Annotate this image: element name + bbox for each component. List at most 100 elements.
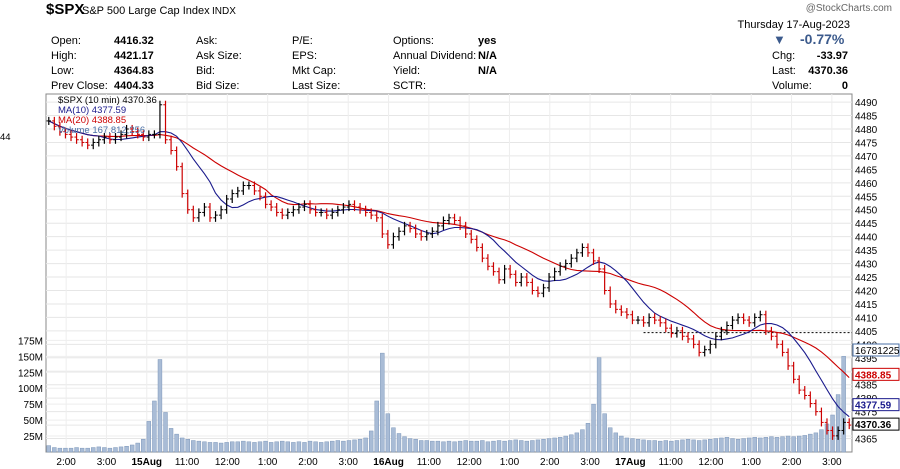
volume-bar: [841, 356, 846, 453]
ask-label: Ask:: [196, 35, 218, 47]
volume-bar: [335, 440, 341, 453]
volume-bar: [163, 412, 168, 453]
volume-bar: [446, 440, 452, 453]
volume-bar: [608, 427, 613, 453]
volume-bar: [430, 440, 435, 453]
x-axis-label: 1:00: [258, 457, 278, 468]
volume-tick-label: 75M: [24, 400, 43, 411]
volume-bar: [174, 433, 179, 453]
price-tick-label: 4465: [855, 165, 878, 176]
volume-bar: [652, 440, 657, 453]
volume-bar: [641, 439, 646, 453]
volume-bar: [341, 440, 346, 453]
volume-tick-label: 100M: [18, 384, 43, 395]
volume-bar: [507, 440, 513, 453]
x-axis-label: 2:00: [56, 457, 76, 468]
price-tick-label: 4445: [855, 219, 878, 230]
volume-bar: [685, 438, 691, 453]
bid-label: Bid:: [196, 65, 215, 77]
change-percent: -0.77%: [800, 31, 845, 47]
volume-bar: [168, 428, 174, 453]
volume-bar: [330, 440, 335, 453]
volume-bar: [580, 429, 585, 453]
volume-tick-label: 150M: [18, 352, 43, 363]
watermark: @StockCharts.com: [805, 3, 892, 14]
volume-tick-label: 125M: [18, 368, 43, 379]
volume-bar: [835, 394, 841, 453]
x-axis-label: 17Aug: [615, 457, 646, 468]
volume-bar: [730, 438, 735, 453]
prev-close-value: 4404.33: [114, 80, 154, 92]
volume-bar: [274, 441, 279, 453]
volume-bar: [713, 438, 719, 453]
mkt-cap-label: Mkt Cap:: [292, 65, 337, 77]
volume-bar: [57, 447, 63, 453]
chg-label: Chg:: [772, 50, 796, 62]
volume-bar: [196, 440, 202, 453]
volume-bar: [318, 442, 324, 453]
volume-bar: [407, 438, 413, 453]
volume-bar: [124, 446, 129, 453]
volume-bar: [774, 437, 780, 453]
volume-bar: [613, 432, 618, 453]
volume-bar: [441, 441, 446, 453]
volume-bar: [280, 440, 285, 453]
volume-bar: [624, 437, 630, 453]
volume-bar: [380, 352, 385, 453]
volume-bar: [357, 438, 363, 453]
x-axis-label: 12:00: [457, 457, 482, 468]
price-tick-label: 4410: [855, 313, 878, 324]
volume-bar: [352, 439, 357, 453]
x-axis-label: 3:00: [97, 457, 117, 468]
volume-tick-label: 25M: [24, 432, 43, 443]
volume-bar: [457, 440, 463, 453]
volume-bar: [413, 438, 418, 453]
volume-bar: [363, 437, 368, 453]
volume-bar: [546, 438, 552, 453]
volume-bar: [313, 441, 318, 453]
volume-bar: [758, 437, 763, 453]
symbol: $SPX: [46, 1, 85, 18]
price-tick-label: 4475: [855, 138, 878, 149]
volume-bar: [185, 438, 190, 453]
volume-bar: [102, 447, 107, 453]
yield-label: Yield:: [393, 65, 421, 77]
x-axis-label: 2:00: [540, 457, 560, 468]
volume-bar: [519, 440, 524, 453]
volume-bar: [296, 441, 302, 453]
volume-bar: [302, 442, 307, 453]
volume-bar: [146, 421, 152, 453]
volume-bar: [257, 441, 263, 453]
volume-bar: [480, 440, 485, 453]
dividend-value: N/A: [478, 50, 497, 62]
x-axis-label: 2:00: [298, 457, 318, 468]
volume-bar: [802, 435, 807, 453]
volume-bar: [524, 440, 530, 453]
legend-entry: MA(20) 4388.85: [58, 115, 126, 126]
volume-bar: [502, 440, 507, 453]
volume-bar: [368, 430, 374, 453]
volume-bar: [52, 447, 57, 453]
volume-bar: [241, 440, 246, 453]
volume-bar: [191, 440, 196, 453]
x-axis-label: 16Aug: [373, 457, 404, 468]
volume-bar: [218, 442, 224, 453]
volume-bar: [91, 447, 96, 453]
volume-bar: [669, 440, 674, 453]
price-tick-label: 4435: [855, 246, 878, 257]
price-tick-label: 4490: [855, 98, 878, 109]
volume-bar: [291, 442, 296, 453]
volume-bar: [663, 440, 668, 453]
last-value: 4370.36: [808, 65, 848, 77]
volume-bar: [113, 447, 118, 453]
price-tick-label: 4405: [855, 327, 878, 338]
volume-bar: [552, 437, 557, 453]
x-axis-label: 2:00: [782, 457, 802, 468]
x-axis-label: 11:00: [659, 457, 684, 468]
volume-bar: [635, 438, 641, 453]
bid-size-label: Bid Size:: [196, 80, 240, 92]
volume-bar: [674, 440, 680, 453]
volume-bar: [585, 423, 591, 453]
price-tag: 4370.36: [855, 420, 892, 431]
volume-bar: [268, 442, 274, 453]
